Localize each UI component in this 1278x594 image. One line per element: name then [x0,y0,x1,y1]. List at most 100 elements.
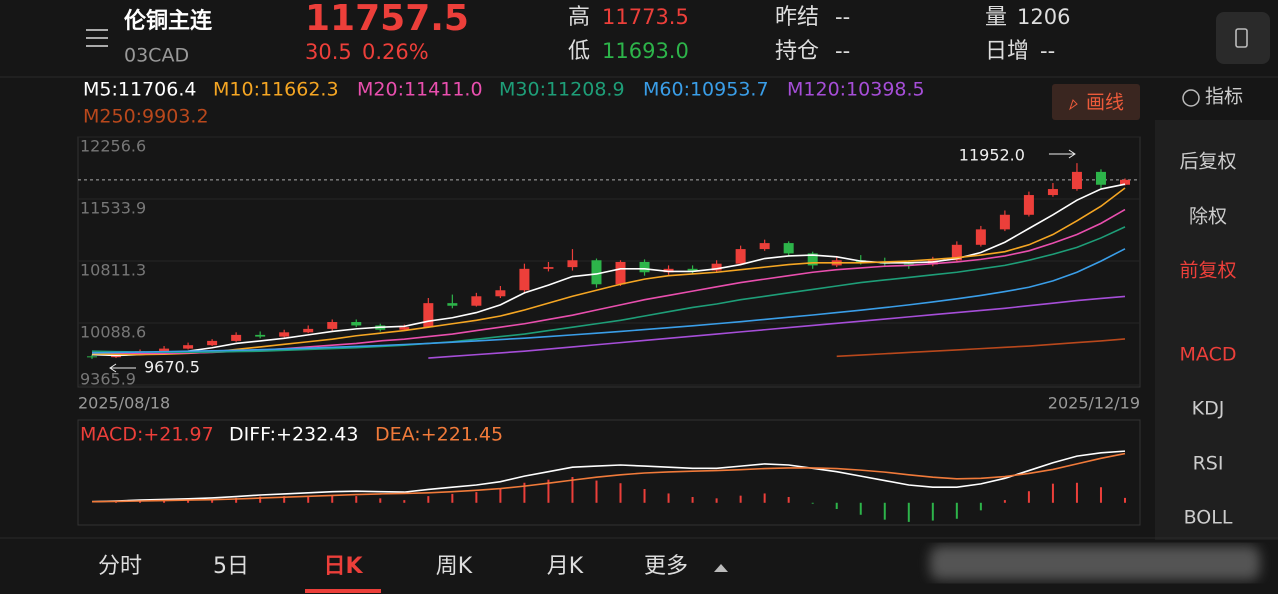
oi: -- [835,39,850,63]
sidebar [1155,120,1278,540]
indicator-button[interactable]: 指标 [1205,86,1243,108]
y-tick-label: 11533.9 [80,199,146,218]
sidebar-item[interactable]: 除权 [1189,206,1227,228]
candle-body [711,263,722,271]
change-pct: 0.26% [362,40,429,64]
annotation-arrow [1048,149,1076,159]
low: 11693.0 [602,39,689,63]
candle-body [759,243,770,250]
sidebar-item[interactable]: 后复权 [1179,151,1236,173]
candle-body [327,322,338,329]
high: 11773.5 [602,5,689,29]
y-tick-label: 12256.6 [80,137,146,156]
legend-entry: M120:10398.5 [787,79,925,101]
candle-body [543,267,554,269]
candle-body [399,327,410,330]
candle-body [639,261,650,273]
candle-body [951,244,962,261]
candle-body [447,303,458,306]
legend-entry: MACD:+21.97 [80,424,214,446]
draw-button-label: 画线 [1086,92,1124,114]
candle-body [231,334,242,341]
legend-entry: M5:11706.4 [83,79,196,101]
candle-body [279,332,290,337]
x-tick-label: 2025/08/18 [78,394,170,413]
tab[interactable]: 周K [436,554,473,579]
draw-button[interactable] [1052,84,1140,120]
ma-line [836,338,1126,358]
pen-icon [1069,99,1078,111]
more-arrow[interactable] [714,564,728,572]
code: 03CAD [124,45,189,67]
high-label: 高 [568,5,590,30]
menu-icon[interactable] [86,29,108,47]
candle-body [1023,195,1034,215]
y-tick-label: 10088.6 [80,322,146,341]
annotation: 11952.0 [959,146,1025,165]
candle-body [615,261,626,285]
legend-entry: M250:9903.2 [83,106,209,128]
ma-line [91,226,1126,354]
candle-body [255,334,266,337]
candle-body [495,290,506,297]
device-button[interactable] [1216,12,1270,64]
gauge-icon [1182,89,1200,107]
candle-body [807,253,818,266]
vol: 1206 [1017,5,1070,29]
price-chart: 12256.6 11533.9 10811.3 10088.6 9365.9 2025/0… [78,79,1140,413]
oi-label: 持仓 [775,39,819,64]
low-label: 低 [568,39,590,64]
ma-line [91,248,1126,354]
ma-line [91,183,1126,357]
candle-body [735,249,746,264]
candle-body [783,243,794,254]
ma-line [91,187,1126,356]
macd-line [91,452,1126,503]
tab[interactable]: 更多 [644,554,688,579]
candle-body [519,268,530,291]
candle-body [207,340,218,346]
candle-body [903,263,914,265]
tab-underline [305,589,381,593]
sidebar-item[interactable]: BOLL [1184,507,1233,529]
y-tick-label: 10811.3 [80,260,146,279]
inc-label: 日增 [985,39,1029,64]
candle-body [183,345,194,349]
settle-label: 昨结 [775,5,819,30]
candle-body [663,268,674,273]
tab[interactable]: 日K [323,554,363,579]
tab[interactable]: 5日 [213,554,249,579]
y-tick-label: 9365.9 [80,370,136,389]
legend-entry: DEA:+221.45 [375,424,503,446]
tab[interactable]: 分时 [98,554,142,579]
sidebar-item[interactable]: 前复权 [1179,260,1236,282]
legend-entry: M30:11208.9 [499,79,625,101]
legend-entry: M60:10953.7 [643,79,769,101]
tab[interactable]: 月K [547,554,584,579]
candle-body [975,229,986,245]
annotation-arrow [109,363,136,373]
sidebar-item[interactable]: KDJ [1192,398,1225,420]
candle-body [1047,189,1058,196]
candle-body [351,322,362,326]
sidebar-item[interactable]: MACD [1180,344,1237,366]
title: 伦铜主连 [124,8,213,34]
candle-body [687,268,698,271]
ma-line [428,295,1126,359]
candle-body [159,348,170,352]
candle-body [1120,179,1130,185]
candle-body [567,260,578,268]
candle-body [87,356,97,358]
watermark [930,546,1260,580]
inc: -- [1040,39,1055,63]
legend-entry: M10:11662.3 [213,79,339,101]
macd-panel [77,419,1141,526]
change: 30.5 [305,40,352,64]
candle-body [423,303,434,328]
x-tick-label: 2025/12/19 [1048,394,1140,413]
sidebar-item[interactable]: RSI [1193,453,1224,475]
price: 11757.5 [305,0,469,39]
candle-body [303,328,314,333]
